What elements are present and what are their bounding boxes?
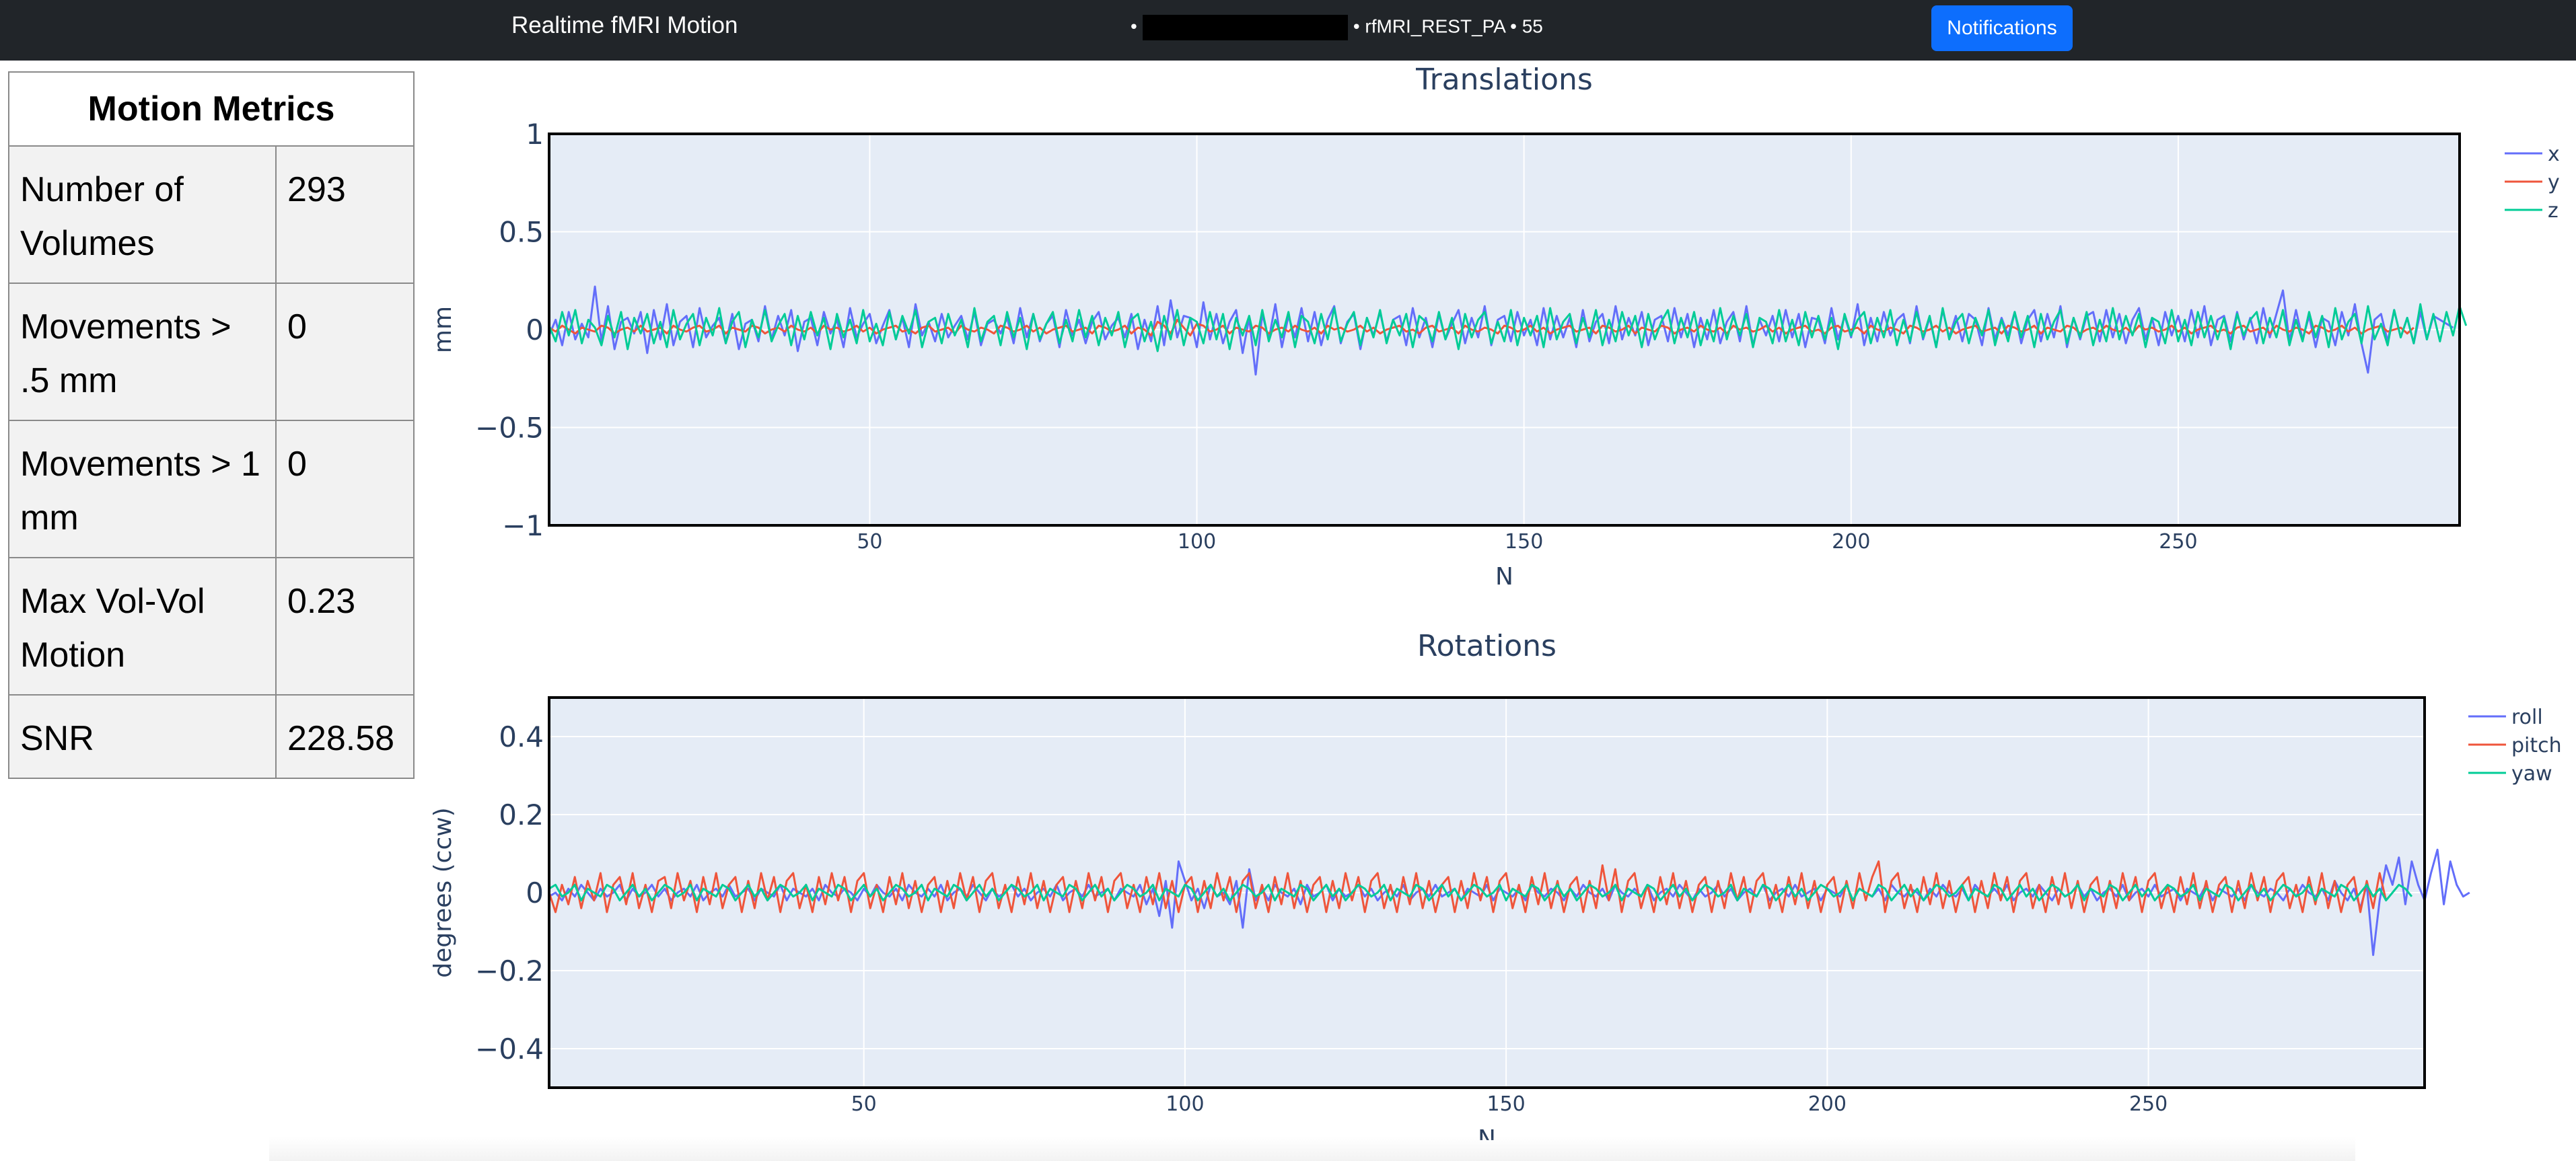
legend-label-roll: roll — [2511, 706, 2543, 729]
table-row: Max Vol-Vol Motion 0.23 — [8, 557, 415, 696]
chart-title: Translations — [1415, 64, 1593, 97]
x-axis-label: N — [1478, 1125, 1496, 1140]
x-tick-label: 250 — [2129, 1092, 2168, 1116]
y-tick-label: 1 — [526, 118, 544, 151]
legend-label-y: y — [2548, 171, 2560, 194]
x-tick-label: 250 — [2159, 530, 2197, 554]
y-tick-label: 0.4 — [499, 720, 544, 753]
x-tick-label: 50 — [857, 530, 882, 554]
metric-value: 0 — [275, 283, 415, 421]
y-tick-label: 0.5 — [499, 216, 544, 249]
x-tick-label: 150 — [1505, 530, 1543, 554]
y-tick-label: 0 — [526, 876, 544, 909]
y-tick-label: −1 — [502, 509, 544, 542]
metric-value: 228.58 — [275, 694, 415, 779]
x-tick-label: 50 — [851, 1092, 877, 1116]
series-line-z — [548, 303, 2468, 352]
y-axis-label: degrees (ccw) — [429, 807, 457, 977]
table-row: Movements > .5 mm 0 — [8, 283, 415, 421]
y-tick-label: 0.2 — [499, 798, 544, 831]
chart-legend: xyz — [2505, 143, 2560, 223]
metric-label: Movements > .5 mm — [8, 283, 277, 421]
metric-label: Max Vol-Vol Motion — [8, 557, 277, 696]
motion-metrics-table: Motion Metrics Number of Volumes 293 Mov… — [8, 71, 415, 779]
legend-label-x: x — [2548, 143, 2560, 166]
metric-value: 0.23 — [275, 557, 415, 696]
session-prefix: • — [1131, 15, 1137, 37]
y-tick-label: −0.5 — [475, 412, 544, 445]
metrics-table-header: Motion Metrics — [8, 71, 415, 147]
x-tick-label: 100 — [1166, 1092, 1204, 1116]
chart-title: Rotations — [1417, 629, 1557, 663]
bottom-shadow — [269, 1137, 2355, 1161]
metric-label: Movements > 1 mm — [8, 420, 277, 558]
x-axis-label: N — [1495, 563, 1513, 591]
y-axis-label: mm — [429, 306, 457, 353]
legend-label-yaw: yaw — [2511, 762, 2552, 786]
table-row: Number of Volumes 293 — [8, 145, 415, 284]
app-title[interactable]: Realtime fMRI Motion — [511, 12, 738, 38]
session-info: • • rfMRI_REST_PA • 55 — [1131, 15, 1543, 40]
redacted-subject-id — [1142, 15, 1348, 40]
metric-label: Number of Volumes — [8, 145, 277, 284]
session-details: • rfMRI_REST_PA • 55 — [1353, 15, 1543, 37]
plot-border — [548, 133, 2461, 527]
metric-value: 0 — [275, 420, 415, 558]
series-line-yaw — [548, 883, 2413, 902]
table-row: Movements > 1 mm 0 — [8, 420, 415, 558]
plot-border — [548, 696, 2426, 1089]
y-tick-label: 0 — [526, 313, 544, 346]
notifications-button[interactable]: Notifications — [1931, 5, 2073, 51]
x-tick-label: 100 — [1178, 530, 1216, 554]
metric-label: SNR — [8, 694, 277, 779]
metric-value: 293 — [275, 145, 415, 284]
x-tick-label: 200 — [1808, 1092, 1847, 1116]
chart-legend: roll pitch yaw — [2468, 706, 2562, 786]
series-line-x — [548, 285, 2454, 376]
legend-label-z: z — [2548, 199, 2559, 223]
y-tick-label: −0.4 — [475, 1033, 544, 1065]
y-tick-label: −0.2 — [475, 954, 544, 987]
x-tick-label: 150 — [1487, 1092, 1526, 1116]
table-row: SNR 228.58 — [8, 694, 415, 779]
navbar: Realtime fMRI Motion • • rfMRI_REST_PA • … — [0, 0, 2576, 61]
x-tick-label: 200 — [1832, 530, 1870, 554]
translations-chart[interactable]: 50 100 150 200 250 1 0.5 0 −0.5 −1 Translations Nmm… — [0, 64, 2576, 649]
rotations-chart[interactable]: 50 100 150 200 250 0.4 0.2 0 −0.2 −0.4 Rotations Nd… — [0, 629, 2576, 1140]
legend-label-pitch: pitch — [2511, 734, 2562, 757]
